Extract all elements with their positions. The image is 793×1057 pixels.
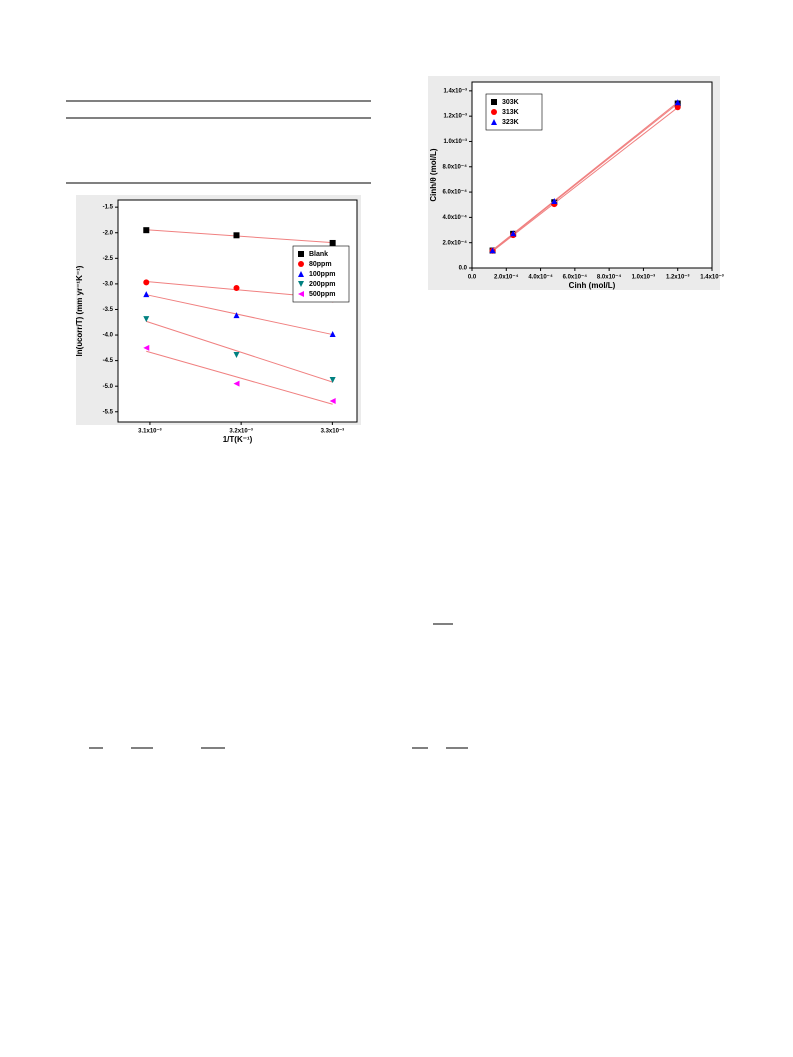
data-point (329, 398, 336, 405)
x-tick-label: 3.2x10⁻³ (229, 428, 253, 435)
data-point (489, 247, 496, 254)
data-point (143, 227, 150, 234)
x-tick-label: 6.0x10⁻⁴ (563, 275, 588, 281)
data-point (143, 344, 150, 351)
y-tick-label: 1.0x10⁻³ (443, 138, 467, 145)
x-tick-label: 2.0x10⁻⁴ (494, 275, 519, 281)
y-tick-label: 0.0 (459, 266, 468, 272)
legend-marker (298, 251, 304, 257)
data-point (143, 279, 150, 286)
legend-marker (491, 109, 497, 115)
data-point (329, 239, 336, 246)
data-point (329, 377, 336, 384)
fit-line (492, 107, 679, 252)
legend-marker (491, 99, 497, 105)
data-point (143, 291, 150, 298)
y-tick-label: 4.0x10⁻⁴ (443, 215, 468, 221)
fit-line (146, 294, 333, 336)
y-tick-label: -2.5 (103, 256, 114, 262)
legend-label: 80ppm (309, 261, 332, 268)
x-tick-label: 1.0x10⁻³ (632, 274, 656, 281)
fit-line (146, 350, 333, 405)
y-tick-label: -1.5 (103, 205, 114, 211)
data-point (233, 232, 240, 239)
y-tick-label: -3.0 (103, 281, 114, 287)
data-point (674, 99, 681, 106)
x-tick-label: 1.2x10⁻³ (666, 274, 690, 281)
data-point (233, 351, 240, 358)
legend-label: 100ppm (309, 271, 335, 278)
legend-marker (298, 271, 304, 277)
y-tick-label: 2.0x10⁻⁴ (443, 240, 468, 246)
y-tick-label: -5.5 (103, 409, 114, 415)
y-tick-label: 1.2x10⁻³ (443, 113, 467, 120)
legend-marker (298, 261, 304, 267)
fit-line (492, 103, 679, 251)
y-tick-label: -5.0 (103, 384, 114, 390)
data-point (510, 230, 517, 237)
y-tick-label: 6.0x10⁻⁴ (443, 190, 468, 196)
data-point (233, 380, 240, 387)
x-tick-label: 3.1x10⁻³ (138, 428, 162, 435)
legend-label: 323K (502, 119, 519, 126)
y-axis-label: ln(υcorr/T) (mm yr⁻¹K⁻¹) (75, 265, 84, 356)
data-point (233, 284, 240, 291)
x-tick-label: 1.4x10⁻³ (700, 274, 724, 281)
x-axis-label: Cinh (mol/L) (569, 281, 616, 290)
y-tick-label: 1.4x10⁻³ (443, 87, 467, 94)
fit-line (492, 101, 679, 251)
y-tick-label: -2.0 (103, 230, 114, 236)
x-axis-label: 1/T(K⁻¹) (223, 435, 253, 444)
legend-label: 500ppm (309, 291, 335, 298)
x-tick-label: 0.0 (468, 275, 477, 281)
legend-label: Blank (309, 251, 328, 258)
y-tick-label: -4.5 (103, 358, 114, 364)
data-point (551, 197, 558, 204)
y-tick-label: -3.5 (103, 307, 114, 313)
legend-marker (491, 119, 497, 125)
legend-marker (298, 291, 304, 297)
y-tick-label: -4.0 (103, 333, 114, 339)
x-tick-label: 8.0x10⁻⁴ (597, 275, 622, 281)
fit-line (146, 320, 333, 383)
data-point (674, 104, 681, 111)
legend-label: 200ppm (309, 281, 335, 288)
x-tick-label: 4.0x10⁻⁴ (528, 275, 553, 281)
x-tick-label: 3.3x10⁻³ (321, 428, 345, 435)
legend-marker (298, 281, 304, 287)
legend-label: 303K (502, 99, 519, 106)
data-point (233, 312, 240, 319)
data-point (329, 331, 336, 338)
legend-label: 313K (502, 109, 519, 116)
data-point (143, 316, 150, 323)
y-tick-label: 8.0x10⁻⁴ (443, 164, 468, 170)
y-axis-label: Cinh/θ (mol/L) (429, 148, 438, 202)
